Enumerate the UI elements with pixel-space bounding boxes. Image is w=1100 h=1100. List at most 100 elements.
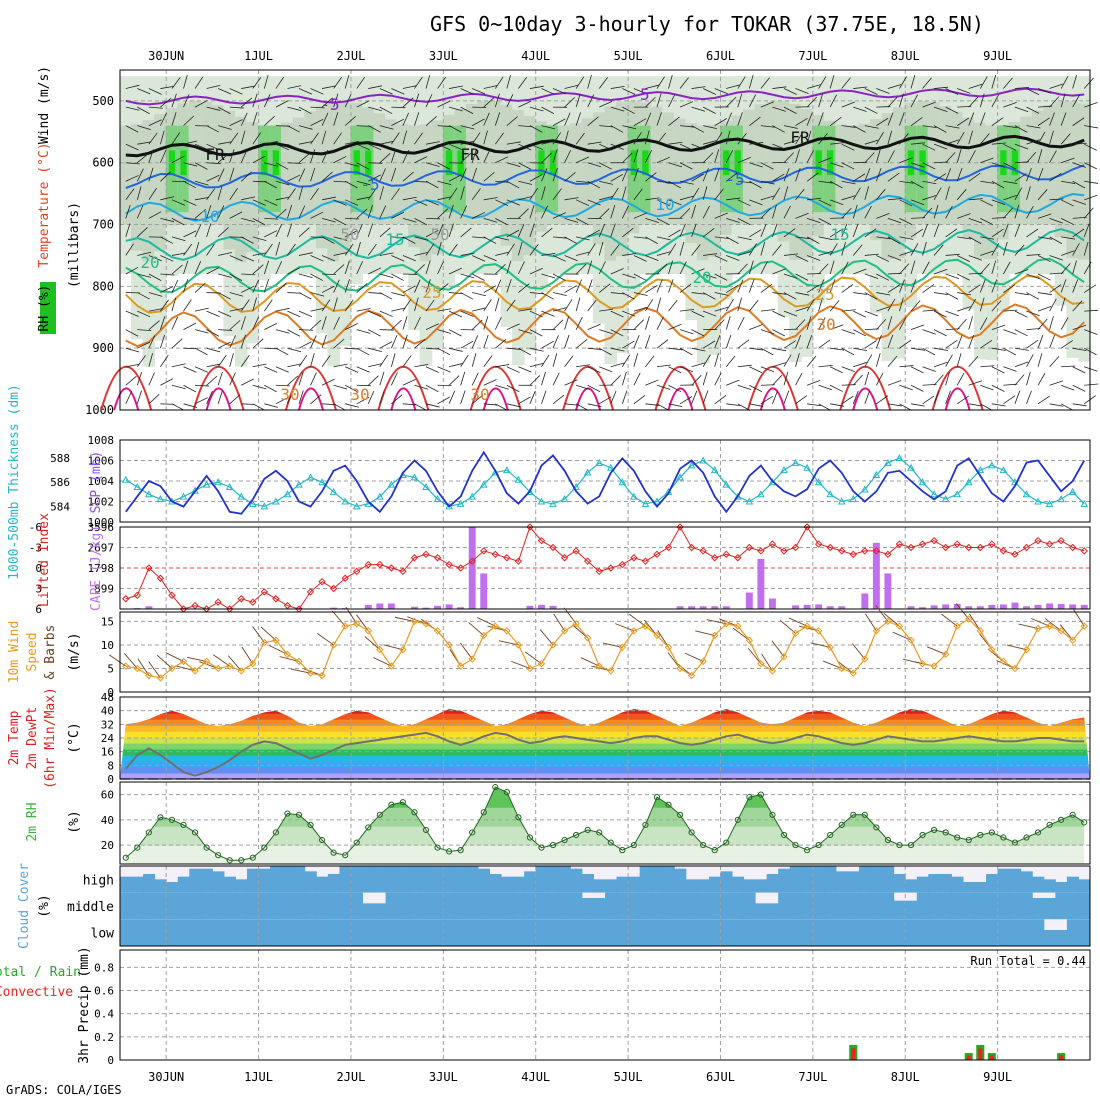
upper-wind-barb xyxy=(910,74,916,89)
upper-wind-barb xyxy=(425,403,440,408)
upper-wind-barb xyxy=(217,106,231,115)
upper-wind-barb xyxy=(471,188,481,201)
rh2m-marker xyxy=(284,810,291,817)
rh-shade-mid xyxy=(881,113,895,260)
upper-wind-barb xyxy=(379,390,385,404)
cape-bar xyxy=(1069,604,1077,609)
upper-wind-barb xyxy=(356,329,371,334)
upper-wind-barb xyxy=(448,143,463,151)
temp-tick: 16 xyxy=(101,746,114,759)
upper-wind-barb xyxy=(749,299,759,312)
cape-bar xyxy=(884,573,892,609)
upper-wind-barb xyxy=(437,143,451,151)
upper-wind-barb xyxy=(899,339,912,349)
upper-wind-barb xyxy=(679,347,693,356)
upper-wind-barb xyxy=(471,353,477,367)
upper-wind-barb xyxy=(483,255,497,262)
isotherm xyxy=(125,257,1085,294)
upper-wind-barb xyxy=(148,353,154,367)
slp-tick: 1004 xyxy=(88,475,115,488)
thickness-marker xyxy=(121,475,130,483)
upper-ylabel-wind: Wind (m/s) xyxy=(37,66,52,144)
upper-wind-barb xyxy=(633,188,643,201)
upper-wind-barb xyxy=(506,162,521,168)
upper-wind-barb xyxy=(956,318,967,330)
upper-wind-barb xyxy=(368,143,382,151)
upper-wind-barb xyxy=(529,362,544,368)
upper-wind-barb xyxy=(575,297,581,312)
upper-wind-barb xyxy=(1049,403,1064,407)
upper-wind-barb xyxy=(645,130,650,145)
cloud-cell xyxy=(535,866,548,893)
upper-wind-barb xyxy=(368,174,381,182)
upper-wind-barb xyxy=(991,117,1004,126)
upper-wind-barb xyxy=(795,372,803,386)
upper-wind-barb xyxy=(760,283,773,293)
upper-wind-barb xyxy=(402,285,416,293)
upper-wind-barb xyxy=(714,353,719,367)
wind-speed-marker xyxy=(560,627,569,635)
upper-wind-barb xyxy=(321,355,331,367)
upper-wind-barb xyxy=(518,100,532,108)
upper-wind-barb xyxy=(390,353,396,367)
upper-wind-barb xyxy=(460,88,474,95)
wind-barb xyxy=(926,646,946,655)
cloud-cell xyxy=(605,879,618,893)
wind-speed-marker xyxy=(768,667,777,675)
upper-wind-barb xyxy=(760,162,774,170)
upper-wind-barb xyxy=(241,403,256,405)
thickness-marker xyxy=(757,490,765,498)
upper-wind-barb xyxy=(298,273,313,279)
lifted-index-marker xyxy=(422,550,430,559)
cape-bar xyxy=(930,605,938,609)
upper-wind-barb xyxy=(910,366,924,374)
upper-wind-barb xyxy=(679,329,694,335)
upper-wind-barb xyxy=(622,273,636,279)
upper-wind-barb xyxy=(691,173,704,182)
rh2m-marker xyxy=(457,847,464,854)
rh-tick: 20 xyxy=(101,839,114,852)
upper-wind-barb xyxy=(322,85,336,89)
cloud-cell xyxy=(166,919,179,946)
upper-wind-barb xyxy=(483,285,497,293)
upper-wind-barb xyxy=(148,273,162,281)
upper-wind-barb xyxy=(310,236,325,239)
upper-wind-barb xyxy=(933,310,947,318)
rh2m-marker xyxy=(515,814,522,821)
upper-wind-barb xyxy=(425,162,440,167)
upper-wind-barb xyxy=(922,77,932,89)
rh-shade-mid xyxy=(119,125,133,225)
upper-wind-barb xyxy=(679,101,694,108)
upper-wind-barb xyxy=(541,140,556,145)
cloud-cell xyxy=(1032,898,1045,920)
upper-wind-barb xyxy=(125,84,140,89)
upper-wind-barb xyxy=(853,86,868,89)
upper-wind-barb xyxy=(494,93,500,108)
upper-wind-barb xyxy=(933,173,947,182)
upper-wind-barb xyxy=(968,217,983,224)
upper-wind-barb xyxy=(275,366,289,373)
upper-wind-barb xyxy=(610,268,624,275)
upper-wind-barb xyxy=(945,371,950,386)
wind-speed-marker xyxy=(861,655,869,663)
cloud-cell xyxy=(1078,919,1091,946)
cloud-cell xyxy=(316,919,329,946)
cloud-cell xyxy=(939,892,952,920)
upper-wind-barb xyxy=(1084,194,1098,201)
upper-wind-barb xyxy=(599,396,612,405)
upper-wind-barb xyxy=(760,395,773,405)
upper-wind-barb xyxy=(460,341,474,349)
upper-wind-barb xyxy=(760,329,775,335)
upper-wind-barb xyxy=(829,180,843,189)
rh-shade-mid xyxy=(777,101,791,242)
upper-wind-barb xyxy=(957,236,972,240)
cloud-cell xyxy=(651,866,664,893)
upper-wind-barb xyxy=(518,125,533,128)
upper-wind-barb xyxy=(264,115,275,126)
upper-wind-barb xyxy=(668,366,682,374)
rh2m-marker xyxy=(827,831,834,839)
upper-wind-barb xyxy=(564,355,574,367)
cloud-cell xyxy=(616,919,629,946)
precip-tick: 0.8 xyxy=(94,961,114,974)
lifted-index-marker xyxy=(1080,547,1088,555)
